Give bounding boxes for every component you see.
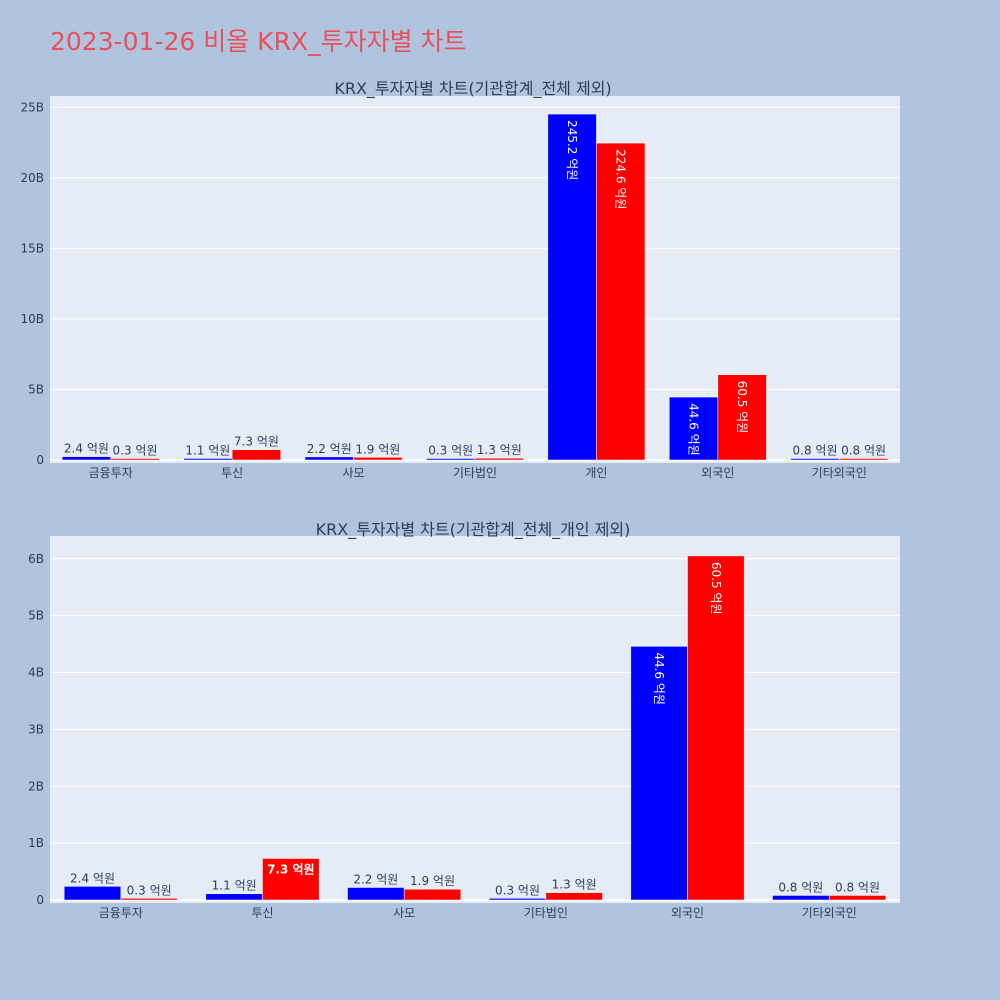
plot-area-1 [50,96,900,463]
bar [304,456,354,461]
data-label: 60.5 억원 [735,381,749,434]
data-label: 44.6 억원 [687,403,701,456]
data-label: 0.8 억원 [793,444,838,458]
y-tick-label: 0 [36,453,44,467]
x-tick-label: 기타법인 [453,466,497,480]
x-tick-label: 금융투자 [99,906,143,920]
data-label: 0.8 억원 [835,880,880,894]
x-tick-label: 투신 [221,466,243,480]
x-tick-label: 사모 [393,906,415,920]
bar [347,887,405,901]
x-tick-label: 외국인 [671,906,704,920]
data-label: 1.3 억원 [552,878,597,892]
bar [205,893,263,901]
data-label: 224.6 억원 [614,149,628,209]
bar [790,458,840,461]
y-tick-label: 20B [20,171,44,185]
bar [353,457,403,461]
x-tick-label: 기타법인 [524,906,568,920]
bar [426,458,476,461]
plot-area-2 [50,536,900,903]
y-tick-label: 2B [28,779,44,793]
data-label: 2.2 억원 [307,442,352,456]
x-tick-label: 개인 [585,466,607,480]
y-tick-label: 5B [28,609,44,623]
bar [120,898,178,901]
data-label: 0.3 억원 [127,883,172,897]
x-tick-label: 기타외국인 [802,906,857,920]
bar [828,895,887,901]
bar [183,458,233,461]
data-label: 1.1 억원 [185,443,230,457]
y-tick-label: 1B [28,836,44,850]
bar [403,888,462,901]
chart-title-2: KRX_투자자별 차트(기관합계_전체_개인 제외) [316,520,631,540]
bar [687,555,745,901]
bar [596,142,646,461]
bar [63,886,122,901]
bar [110,458,160,461]
data-label: 245.2 억원 [565,120,579,180]
chart-title-1: KRX_투자자별 차트(기관합계_전체 제외) [334,79,611,99]
data-label: 44.6 억원 [652,652,666,705]
data-label: 0.3 억원 [113,444,158,458]
y-tick-label: 5B [28,382,44,396]
data-label: 2.4 억원 [64,442,109,456]
page-title: 2023-01-26 비올 KRX_투자자별 차트 [50,27,467,56]
y-tick-label: 15B [20,241,44,255]
y-tick-label: 3B [28,722,44,736]
data-label: 2.2 억원 [353,872,398,886]
bar [545,892,603,901]
bar [231,449,281,461]
data-label: 0.3 억원 [495,883,540,897]
bar [61,456,111,461]
bar [474,457,524,461]
bar [772,895,830,901]
data-label: 1.3 억원 [477,443,522,457]
data-label: 0.8 억원 [778,880,823,894]
data-label: 0.8 억원 [841,444,886,458]
bar [717,374,767,461]
x-tick-label: 기타외국인 [812,466,867,480]
x-tick-label: 투신 [251,906,273,920]
data-label: 1.9 억원 [410,874,455,888]
bar [630,646,688,901]
data-label: 7.3 억원 [267,862,315,876]
data-label: 7.3 억원 [234,435,279,449]
y-tick-label: 10B [20,312,44,326]
bar [262,858,320,901]
y-tick-label: 4B [28,666,44,680]
y-tick-label: 25B [20,100,44,114]
bar [669,396,719,461]
data-label: 0.3 억원 [428,444,473,458]
x-tick-label: 금융투자 [89,466,133,480]
y-tick-label: 0 [36,893,44,907]
y-tick-label: 6B [28,552,44,566]
data-label: 2.4 억원 [70,871,115,885]
x-tick-label: 사모 [343,466,365,480]
data-label: 60.5 억원 [709,562,723,615]
x-tick-label: 외국인 [701,466,734,480]
bar [839,458,889,461]
data-label: 1.1 억원 [212,879,257,893]
data-label: 1.9 억원 [355,442,400,456]
bar [488,898,547,901]
